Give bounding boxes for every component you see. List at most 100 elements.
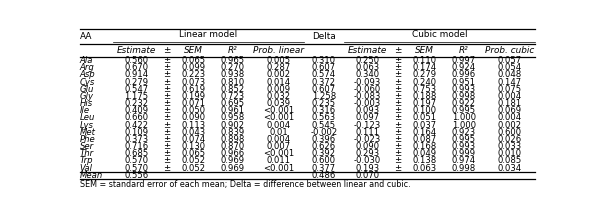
Text: 0.181: 0.181 bbox=[497, 99, 521, 108]
Text: 0.310: 0.310 bbox=[312, 56, 336, 65]
Text: 0.033: 0.033 bbox=[497, 142, 521, 151]
Text: 0.026: 0.026 bbox=[497, 135, 521, 144]
Text: 0.138: 0.138 bbox=[412, 156, 437, 165]
Text: 0.111: 0.111 bbox=[355, 128, 379, 137]
Text: SEM: SEM bbox=[184, 46, 203, 55]
Text: 0.852: 0.852 bbox=[221, 85, 245, 94]
Text: 0.556: 0.556 bbox=[124, 171, 148, 180]
Text: 0.922: 0.922 bbox=[452, 99, 476, 108]
Text: ±: ± bbox=[163, 78, 170, 87]
Text: 0.998: 0.998 bbox=[452, 164, 476, 173]
Text: ±: ± bbox=[163, 56, 170, 65]
Text: 0.340: 0.340 bbox=[355, 71, 379, 79]
Text: Trp: Trp bbox=[80, 156, 93, 165]
Text: Asp: Asp bbox=[80, 71, 95, 79]
Text: Mean: Mean bbox=[80, 171, 103, 180]
Text: R²: R² bbox=[459, 46, 469, 55]
Text: 0.923: 0.923 bbox=[452, 128, 476, 137]
Text: 0.193: 0.193 bbox=[355, 164, 379, 173]
Text: 0.695: 0.695 bbox=[221, 99, 245, 108]
Text: 0.607: 0.607 bbox=[312, 85, 336, 94]
Text: ±: ± bbox=[163, 149, 170, 158]
Text: 0.050: 0.050 bbox=[182, 106, 206, 115]
Text: 0.993: 0.993 bbox=[452, 142, 476, 151]
Text: 0.130: 0.130 bbox=[182, 142, 206, 151]
Text: 0.570: 0.570 bbox=[124, 156, 148, 165]
Text: 0.073: 0.073 bbox=[182, 78, 206, 87]
Text: 0.099: 0.099 bbox=[182, 63, 206, 72]
Text: 0.052: 0.052 bbox=[182, 156, 206, 165]
Text: 0.240: 0.240 bbox=[413, 78, 437, 87]
Text: Ala: Ala bbox=[80, 56, 93, 65]
Text: 0.600: 0.600 bbox=[312, 156, 336, 165]
Text: ±: ± bbox=[394, 92, 401, 101]
Text: ±: ± bbox=[163, 128, 170, 137]
Text: 0.057: 0.057 bbox=[497, 56, 521, 65]
Text: ±: ± bbox=[163, 106, 170, 115]
Text: 0.870: 0.870 bbox=[221, 142, 245, 151]
Text: 0.109: 0.109 bbox=[124, 128, 148, 137]
Text: 0.660: 0.660 bbox=[124, 113, 148, 122]
Text: 0.372: 0.372 bbox=[312, 78, 336, 87]
Text: Phe: Phe bbox=[80, 135, 95, 144]
Text: 0.270: 0.270 bbox=[221, 63, 245, 72]
Text: 0.392: 0.392 bbox=[312, 149, 336, 158]
Text: ±: ± bbox=[394, 71, 401, 79]
Text: 0.958: 0.958 bbox=[221, 113, 245, 122]
Text: Cys: Cys bbox=[80, 78, 95, 87]
Text: 0.197: 0.197 bbox=[413, 99, 437, 108]
Text: 0.999: 0.999 bbox=[452, 149, 476, 158]
Text: 0.100: 0.100 bbox=[413, 106, 437, 115]
Text: ±: ± bbox=[163, 71, 170, 79]
Text: 0.071: 0.071 bbox=[182, 99, 206, 108]
Text: ±: ± bbox=[394, 56, 401, 65]
Text: 0.995: 0.995 bbox=[452, 135, 476, 144]
Text: SEM: SEM bbox=[415, 46, 434, 55]
Text: ±: ± bbox=[163, 92, 170, 101]
Text: Gly: Gly bbox=[80, 92, 94, 101]
Text: 0.574: 0.574 bbox=[312, 71, 336, 79]
Text: 0.235: 0.235 bbox=[312, 99, 336, 108]
Text: 1.000: 1.000 bbox=[452, 121, 476, 130]
Text: 0.039: 0.039 bbox=[266, 99, 290, 108]
Text: Lys: Lys bbox=[80, 121, 94, 130]
Text: 0.032: 0.032 bbox=[266, 92, 290, 101]
Text: ±: ± bbox=[394, 164, 401, 173]
Text: 0.563: 0.563 bbox=[312, 113, 336, 122]
Text: 0.287: 0.287 bbox=[266, 63, 290, 72]
Text: 0.902: 0.902 bbox=[221, 121, 245, 130]
Text: ±: ± bbox=[163, 99, 170, 108]
Text: 0.069: 0.069 bbox=[497, 106, 521, 115]
Text: 0.034: 0.034 bbox=[497, 164, 521, 173]
Text: 0.043: 0.043 bbox=[182, 128, 206, 137]
Text: 1.258: 1.258 bbox=[312, 92, 336, 101]
Text: 0.279: 0.279 bbox=[124, 78, 148, 87]
Text: R²: R² bbox=[228, 46, 238, 55]
Text: 0.004: 0.004 bbox=[497, 92, 521, 101]
Text: 0.093: 0.093 bbox=[355, 106, 379, 115]
Text: 0.545: 0.545 bbox=[312, 121, 336, 130]
Text: 0.052: 0.052 bbox=[182, 164, 206, 173]
Text: 0.914: 0.914 bbox=[124, 71, 148, 79]
Text: 0.007: 0.007 bbox=[266, 142, 290, 151]
Text: ±: ± bbox=[163, 63, 170, 72]
Text: 0.063: 0.063 bbox=[413, 164, 437, 173]
Text: 0.011: 0.011 bbox=[266, 156, 290, 165]
Text: Estimate: Estimate bbox=[116, 46, 156, 55]
Text: 0.607: 0.607 bbox=[312, 63, 336, 72]
Text: AA: AA bbox=[80, 32, 92, 41]
Text: 0.997: 0.997 bbox=[452, 56, 476, 65]
Text: Leu: Leu bbox=[80, 113, 95, 122]
Text: 0.547: 0.547 bbox=[124, 85, 148, 94]
Text: ±: ± bbox=[163, 121, 170, 130]
Text: -0.060: -0.060 bbox=[353, 85, 381, 94]
Text: 0.409: 0.409 bbox=[124, 106, 148, 115]
Text: 0.002: 0.002 bbox=[266, 71, 290, 79]
Text: Val: Val bbox=[80, 164, 92, 173]
Text: 0.075: 0.075 bbox=[497, 85, 521, 94]
Text: 0.619: 0.619 bbox=[182, 85, 206, 94]
Text: 0.998: 0.998 bbox=[452, 92, 476, 101]
Text: 0.074: 0.074 bbox=[182, 135, 206, 144]
Text: His: His bbox=[80, 99, 93, 108]
Text: <0.001: <0.001 bbox=[263, 164, 294, 173]
